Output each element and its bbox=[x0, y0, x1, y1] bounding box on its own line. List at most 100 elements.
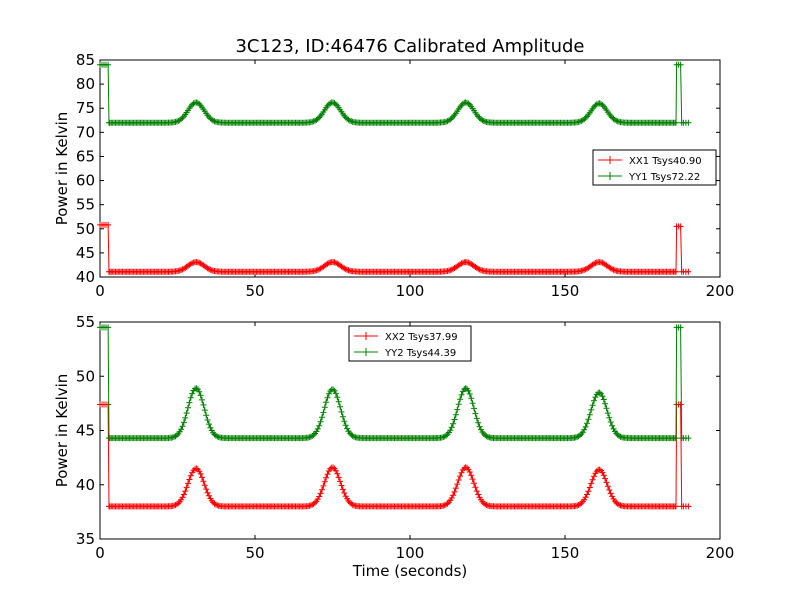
series-1-0-point bbox=[452, 485, 459, 492]
series-0-1 bbox=[97, 61, 692, 126]
series-1-1-point bbox=[335, 398, 342, 405]
top-y-tick-label: 75 bbox=[76, 99, 95, 117]
series-1-0-point bbox=[475, 491, 482, 498]
bottom-x-tick-label: 100 bbox=[396, 544, 425, 562]
series-1-1-point bbox=[454, 406, 461, 413]
series-1-1-point bbox=[581, 426, 588, 433]
series-1-0-point bbox=[330, 464, 337, 471]
series-0-1-point bbox=[581, 116, 588, 123]
series-1-1-point bbox=[338, 408, 345, 415]
series-1-0-point bbox=[200, 478, 207, 485]
series-1-0-point bbox=[342, 493, 349, 500]
series-1-0-point bbox=[450, 492, 457, 499]
series-1-1-point bbox=[189, 390, 196, 397]
series-0-1-point bbox=[577, 118, 583, 125]
bottom-x-tick-label: 150 bbox=[551, 544, 580, 562]
series-1-0-point bbox=[591, 473, 597, 480]
series-1-0-point bbox=[472, 484, 479, 491]
series-1-0-point bbox=[589, 476, 596, 483]
top-y-tick-label: 85 bbox=[76, 51, 95, 69]
series-0-0-point bbox=[476, 266, 483, 273]
series-1-1-point bbox=[584, 420, 590, 427]
series-1-0-point bbox=[473, 488, 480, 495]
series-1-1-point bbox=[469, 400, 476, 407]
bottom-legend-label: YY2 Tsys44.39 bbox=[384, 348, 456, 359]
series-1-1-point bbox=[455, 401, 462, 408]
series-1-0 bbox=[97, 401, 692, 510]
series-0-0-point bbox=[331, 259, 338, 266]
top-legend-frame bbox=[592, 149, 717, 186]
series-1-0-point bbox=[332, 467, 339, 474]
series-1-0-point bbox=[206, 492, 212, 499]
series-1-0-point bbox=[316, 493, 323, 500]
series-1-1-point bbox=[472, 410, 479, 417]
series-1-0-point bbox=[196, 468, 203, 475]
series-1-1-point bbox=[604, 410, 611, 417]
series-1-0-point bbox=[335, 474, 342, 481]
series-0-1-point bbox=[480, 118, 487, 124]
series-0-0-point bbox=[189, 260, 196, 267]
series-1-0-point bbox=[603, 479, 610, 486]
series-1-1-point bbox=[602, 400, 609, 407]
series-1-0-point bbox=[585, 488, 592, 495]
series-1-1-point bbox=[582, 423, 589, 430]
series-1-1-point bbox=[207, 424, 214, 431]
series-1-0-point bbox=[483, 502, 490, 508]
series-1-1-point bbox=[483, 433, 490, 440]
series-1-1-point bbox=[183, 410, 190, 416]
series-1-1-point bbox=[179, 423, 186, 430]
series-1-0-point bbox=[197, 470, 204, 477]
series-0-0-point bbox=[447, 267, 454, 274]
bottom-y-tick-label: 45 bbox=[76, 422, 95, 440]
series-0-1-point bbox=[443, 118, 450, 125]
series-1-0-point bbox=[321, 478, 328, 485]
series-1-1-point bbox=[450, 420, 457, 427]
series-1-1-point bbox=[448, 424, 455, 431]
series-1-0-point bbox=[105, 401, 112, 408]
series-1-0-point bbox=[596, 466, 603, 473]
series-0-1-point bbox=[173, 118, 180, 125]
series-1-1-point bbox=[586, 411, 593, 418]
series-1-1-point bbox=[466, 391, 473, 397]
series-1-1-point bbox=[443, 432, 450, 439]
bottom-legend: XX2 Tsys37.99 YY2 Tsys44.39 bbox=[348, 325, 472, 362]
series-1-1-point bbox=[468, 395, 475, 402]
bottom-x-tick-label: 0 bbox=[95, 544, 105, 562]
series-1-1-point bbox=[465, 387, 472, 394]
series-1-0-point bbox=[469, 476, 476, 483]
top-y-tick-label: 60 bbox=[76, 172, 95, 190]
series-1-1-point bbox=[591, 397, 597, 404]
series-1-0-point bbox=[448, 495, 455, 501]
series-1-1-point bbox=[309, 433, 316, 440]
series-1-1-point bbox=[592, 394, 599, 401]
series-1-1-point bbox=[475, 419, 482, 426]
series-1-0-point bbox=[685, 503, 692, 510]
series-1-0-point bbox=[307, 502, 314, 509]
series-1-0-point bbox=[212, 501, 219, 508]
top-y-tick-label: 45 bbox=[76, 244, 95, 262]
series-1-0-point bbox=[602, 475, 609, 482]
series-1-0-point bbox=[455, 477, 462, 483]
bottom-legend-swatch-marker bbox=[362, 332, 370, 340]
bottom-y-tick-label: 35 bbox=[76, 530, 95, 548]
series-1-1-point bbox=[314, 425, 321, 432]
series-1-0-point bbox=[577, 501, 583, 508]
series-1-0-point bbox=[183, 484, 190, 491]
series-1-1-point bbox=[339, 413, 346, 420]
series-1-0-point bbox=[482, 501, 489, 508]
series-1-1-point bbox=[476, 423, 483, 430]
series-1-1-point bbox=[457, 396, 464, 403]
series-1-0-point bbox=[324, 471, 331, 478]
series-1-0-point bbox=[204, 489, 211, 496]
series-1-1-point bbox=[440, 434, 447, 441]
series-0-1-point bbox=[613, 117, 620, 124]
series-1-1-point bbox=[458, 391, 465, 398]
series-1-0-point bbox=[323, 474, 330, 481]
series-1-0-point bbox=[586, 484, 593, 491]
series-1-1-point bbox=[319, 414, 325, 421]
series-1-1-point bbox=[603, 405, 610, 412]
series-0-1-point bbox=[178, 116, 185, 123]
series-1-1-point bbox=[341, 418, 348, 425]
series-0-1-point bbox=[346, 117, 353, 124]
